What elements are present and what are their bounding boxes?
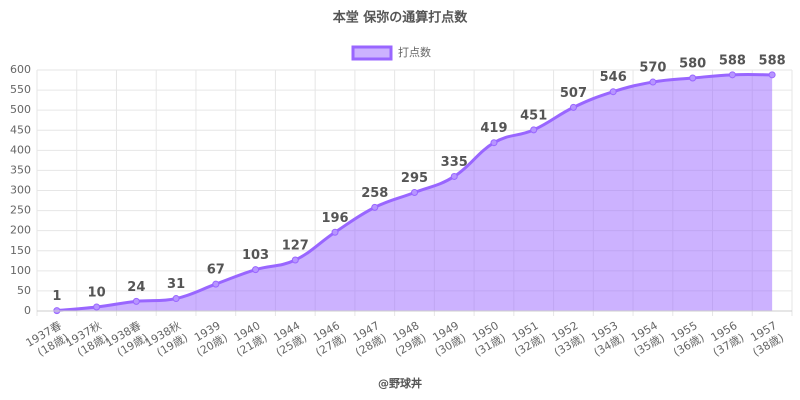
x-tick-label: 1940(21歳) xyxy=(232,319,270,359)
data-label: 67 xyxy=(207,263,225,278)
data-label: 196 xyxy=(321,211,348,226)
data-label: 103 xyxy=(242,248,269,263)
data-label: 295 xyxy=(401,171,428,186)
point xyxy=(649,78,657,86)
y-tick-label: 100 xyxy=(10,264,31,277)
point xyxy=(371,203,379,211)
y-tick-label: 200 xyxy=(10,224,31,237)
point xyxy=(569,103,577,111)
y-tick-label: 450 xyxy=(10,123,31,136)
legend-label: 打点数 xyxy=(398,45,431,59)
x-tick-label: 1939(20歳) xyxy=(192,319,230,359)
x-tick-label: 1948(29歳) xyxy=(391,319,429,359)
data-label: 258 xyxy=(361,186,388,201)
point xyxy=(291,256,299,264)
x-tick-label: 1957(38歳) xyxy=(748,319,786,359)
data-label: 546 xyxy=(600,70,627,85)
data-label: 1 xyxy=(52,289,61,304)
x-tick-label: 1950(31歳) xyxy=(470,319,508,359)
y-tick-label: 150 xyxy=(10,244,31,257)
point xyxy=(728,71,736,79)
data-label: 451 xyxy=(520,108,547,123)
point xyxy=(331,228,339,236)
point xyxy=(212,280,220,288)
data-label: 31 xyxy=(167,277,185,292)
point xyxy=(172,295,180,303)
y-tick-label: 550 xyxy=(10,83,31,96)
data-label: 335 xyxy=(441,155,468,170)
y-tick-label: 300 xyxy=(10,184,31,197)
y-tick-label: 400 xyxy=(10,143,31,156)
x-tick-label: 1954(35歳) xyxy=(629,319,667,359)
y-tick-label: 600 xyxy=(10,63,31,76)
data-label: 419 xyxy=(480,121,507,136)
data-label: 10 xyxy=(88,285,106,300)
chart-title: 本堂 保弥の通算打点数 xyxy=(333,10,469,26)
y-tick-label: 350 xyxy=(10,163,31,176)
x-tick-label: 1951(32歳) xyxy=(510,319,548,359)
point xyxy=(252,266,260,274)
y-tick-label: 50 xyxy=(17,284,31,297)
x-tick-label: 1947(28歳) xyxy=(351,319,389,359)
y-tick-label: 500 xyxy=(10,103,31,116)
point xyxy=(530,126,538,134)
data-label: 570 xyxy=(639,61,666,76)
data-label: 580 xyxy=(679,57,706,72)
data-label: 588 xyxy=(719,53,746,68)
x-tick-label: 1938秋(19歳) xyxy=(142,318,190,359)
legend-swatch xyxy=(351,45,393,61)
footer: @野球丼 xyxy=(378,376,422,390)
data-label: 24 xyxy=(127,280,145,295)
x-tick-label: 1955(36歳) xyxy=(669,319,707,359)
point xyxy=(132,297,140,305)
point xyxy=(450,172,458,180)
point xyxy=(411,189,418,197)
x-tick-label: 1944(25歳) xyxy=(272,319,310,359)
x-tick-label: 1953(34歳) xyxy=(589,319,627,359)
y-tick-label: 0 xyxy=(24,304,31,317)
x-tick-label: 1946(27歳) xyxy=(311,319,349,359)
x-tick-label: 1949(30歳) xyxy=(430,319,468,359)
point xyxy=(768,71,776,79)
point xyxy=(689,74,697,82)
x-tick-label: 1956(37歳) xyxy=(709,319,747,359)
point xyxy=(490,139,498,147)
x-tick-label: 1952(33歳) xyxy=(550,319,588,359)
data-label: 507 xyxy=(560,86,587,101)
point xyxy=(609,88,617,96)
y-tick-label: 250 xyxy=(10,204,31,217)
data-label: 588 xyxy=(759,53,786,68)
point xyxy=(93,303,101,311)
data-label: 127 xyxy=(282,238,309,253)
